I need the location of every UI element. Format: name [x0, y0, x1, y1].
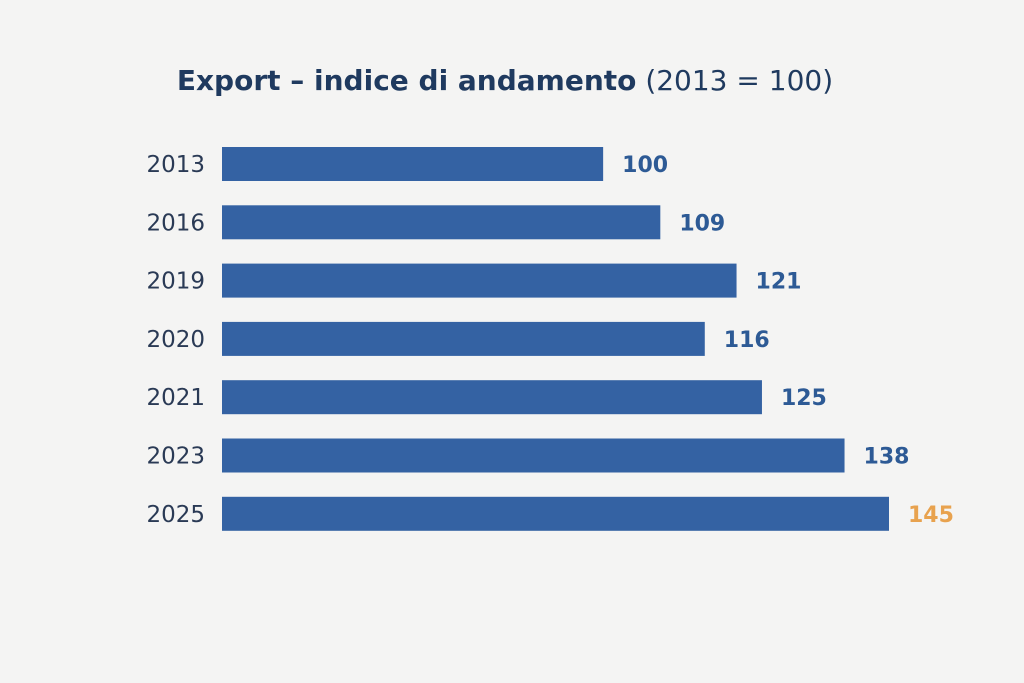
y-tick-label: 2013	[146, 152, 205, 178]
bar-2025	[222, 496, 889, 531]
data-label: 121	[756, 270, 802, 295]
y-tick-label: 2023	[146, 444, 205, 470]
y-tick-label: 2021	[146, 385, 205, 411]
y-tick-label: 2019	[146, 269, 205, 295]
data-label: 138	[864, 445, 910, 470]
bar-2020	[222, 321, 705, 356]
data-label: 109	[679, 211, 725, 236]
bar-2013	[222, 147, 604, 181]
chart-title-main: Export – indice di andamento	[176, 64, 637, 97]
data-label: 116	[724, 328, 770, 353]
bar-2019	[222, 263, 737, 298]
chart-title-suffix: (2013 = 100)	[645, 64, 834, 97]
y-tick-label: 2016	[146, 210, 205, 236]
bar-2021	[222, 380, 762, 415]
data-label: 145	[908, 503, 954, 528]
bar-2016	[222, 205, 661, 240]
chart-title: Export – indice di andamento (2013 = 100…	[0, 64, 1010, 97]
data-label: 125	[781, 386, 827, 411]
y-tick-label: 2020	[146, 327, 205, 353]
data-label: 100	[622, 153, 668, 178]
bar-2023	[222, 438, 845, 473]
y-tick-label: 2025	[146, 502, 205, 528]
